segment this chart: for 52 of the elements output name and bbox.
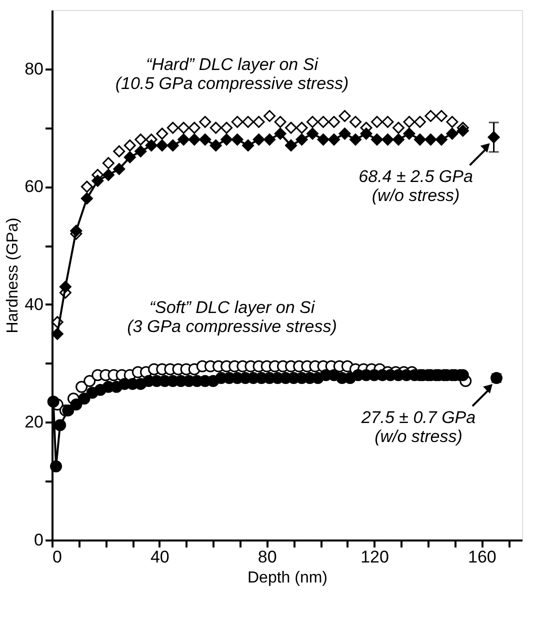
x-axis-title: Depth (nm) — [247, 570, 328, 586]
point — [210, 122, 222, 134]
annotation: “Soft” DLC layer on Si (3 GPa compressive stress) — [127, 298, 337, 336]
point — [166, 122, 179, 134]
point — [328, 116, 340, 128]
x-tick-label: 160 — [468, 548, 496, 566]
y-tick-label: 60 — [24, 177, 44, 196]
point — [403, 116, 416, 128]
annotation: “Hard” DLC layer on Si (10.5 GPa compressive stress) — [115, 55, 349, 93]
point — [435, 110, 448, 122]
annotation: 27.5 ± 0.7 GPa (w/o stress) — [360, 408, 476, 446]
x-tick-label: 40 — [150, 548, 170, 566]
point — [317, 116, 330, 128]
point — [242, 116, 254, 128]
point — [199, 116, 212, 128]
point — [424, 110, 437, 122]
point — [296, 122, 308, 134]
point — [220, 122, 233, 134]
point — [84, 375, 96, 387]
point — [382, 116, 394, 128]
point — [80, 180, 93, 193]
point — [414, 116, 426, 128]
point — [113, 145, 126, 158]
point — [252, 116, 265, 128]
point — [51, 328, 64, 340]
point — [285, 122, 298, 134]
x-tick-label: 0 — [52, 548, 62, 566]
point — [446, 116, 458, 128]
annotation: 68.4 ± 2.5 GPa (w/o stress) — [358, 167, 473, 206]
point — [264, 110, 276, 122]
y-tick-label: 0 — [34, 530, 44, 550]
y-axis-title: Hardness (GPa) — [4, 218, 22, 334]
point — [47, 396, 60, 408]
point — [134, 134, 147, 146]
point — [156, 128, 168, 140]
point — [349, 116, 362, 128]
point — [124, 139, 136, 152]
y-tick-label: 40 — [24, 294, 44, 314]
point — [178, 122, 190, 134]
point — [188, 122, 200, 134]
point — [370, 116, 383, 128]
y-tick-label: 20 — [24, 412, 44, 432]
y-tick-label: 80 — [24, 59, 44, 78]
point — [231, 116, 244, 128]
x-tick-label: 80 — [258, 548, 277, 566]
point — [392, 122, 404, 134]
x-tick-label: 120 — [360, 548, 389, 566]
point — [102, 157, 114, 170]
point — [306, 116, 319, 128]
point — [76, 380, 88, 393]
point — [274, 116, 286, 128]
point — [338, 110, 351, 122]
